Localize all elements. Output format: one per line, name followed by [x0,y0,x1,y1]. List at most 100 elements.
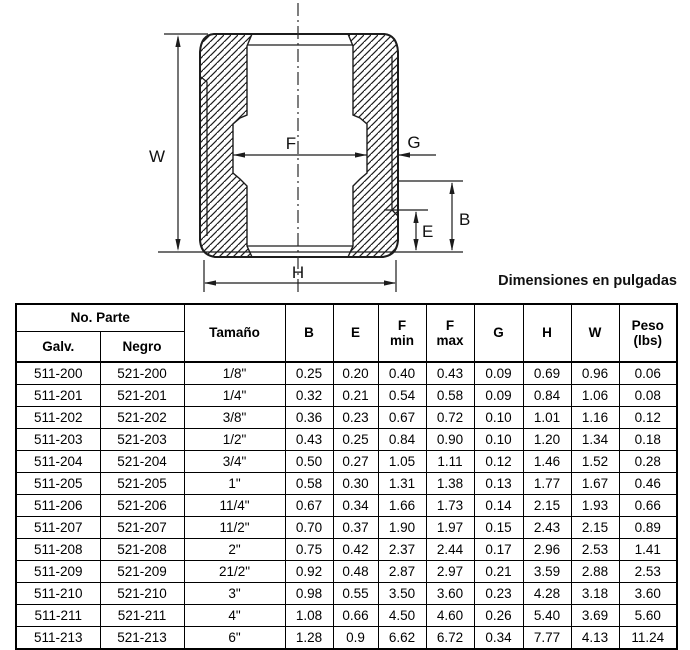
cell-b: 0.70 [284,516,334,539]
cell-f-max: 0.72 [425,406,475,429]
cell-f-min: 2.87 [377,560,427,583]
cell-w: 1.34 [570,428,620,451]
header-galv: Galv. [15,331,101,363]
cell-tamano: 1" [183,472,286,495]
label-g: G [407,133,420,152]
dimension-w: W [149,33,208,251]
cell-e: 0.48 [332,560,379,583]
cell-tamano: 2" [183,538,286,561]
cell-negro: 521-201 [99,384,185,407]
cell-f-min: 0.54 [377,384,427,407]
cell-f-max: 2.44 [425,538,475,561]
header-peso-line2: (lbs) [633,333,663,348]
cell-g: 0.10 [473,406,524,429]
cell-b: 0.92 [284,560,334,583]
table-row: 511-201 521-201 1/4" 0.32 0.21 0.54 0.58 0.09 0.… [15,384,678,407]
table-row: 511-205 521-205 1" 0.58 0.30 1.31 1.38 0.13 1.77… [15,472,678,495]
cell-f-min: 1.90 [377,516,427,539]
coupling-diagram-section: W F G B E [0,0,690,303]
cell-e: 0.37 [332,516,379,539]
cell-negro: 521-211 [99,604,185,627]
cell-f-max: 0.43 [425,361,475,385]
cell-galv: 511-208 [15,538,101,561]
cell-b: 0.50 [284,450,334,473]
cell-f-max: 1.11 [425,450,475,473]
cell-h: 4.28 [522,582,572,605]
cell-g: 0.14 [473,494,524,517]
header-peso: Peso (lbs) [618,303,678,363]
cell-g: 0.17 [473,538,524,561]
table-row: 511-209 521-209 21/2" 0.92 0.48 2.87 2.97 0.21 3… [15,560,678,583]
header-w: W [570,303,620,363]
cell-w: 1.93 [570,494,620,517]
cell-b: 0.75 [284,538,334,561]
cell-w: 1.16 [570,406,620,429]
cell-h: 2.43 [522,516,572,539]
cell-h: 1.01 [522,406,572,429]
cell-negro: 521-205 [99,472,185,495]
header-g: G [473,303,524,363]
cell-galv: 511-210 [15,582,101,605]
table-row: 511-203 521-203 1/2" 0.43 0.25 0.84 0.90 0.10 1.… [15,428,678,451]
cell-f-min: 2.37 [377,538,427,561]
cell-g: 0.09 [473,361,524,385]
header-tamano: Tamaño [183,303,286,363]
cell-galv: 511-207 [15,516,101,539]
cell-f-min: 3.50 [377,582,427,605]
cell-f-max: 2.97 [425,560,475,583]
cell-f-min: 0.84 [377,428,427,451]
cell-e: 0.25 [332,428,379,451]
cell-galv: 511-203 [15,428,101,451]
end-face-lines [247,44,353,247]
cell-e: 0.42 [332,538,379,561]
cell-w: 3.69 [570,604,620,627]
header-f-min-line1: F [397,317,407,333]
cell-negro: 521-209 [99,560,185,583]
cell-f-max: 0.90 [425,428,475,451]
cell-f-max: 1.38 [425,472,475,495]
cell-b: 0.98 [284,582,334,605]
cell-peso: 5.60 [618,604,678,627]
cell-e: 0.23 [332,406,379,429]
header-f-max-line1: F [445,317,455,333]
cell-w: 2.53 [570,538,620,561]
cell-b: 0.25 [284,361,334,385]
cell-tamano: 3" [183,582,286,605]
cell-f-min: 1.05 [377,450,427,473]
cell-f-max: 4.60 [425,604,475,627]
cell-negro: 521-202 [99,406,185,429]
cell-e: 0.55 [332,582,379,605]
cell-galv: 511-206 [15,494,101,517]
cell-g: 0.15 [473,516,524,539]
cell-h: 0.84 [522,384,572,407]
cell-f-max: 0.58 [425,384,475,407]
label-w: W [149,147,165,166]
label-h: H [292,263,304,282]
cell-galv: 511-202 [15,406,101,429]
cell-negro: 521-206 [99,494,185,517]
coupling-cross-section-drawing: W F G B E [149,3,470,296]
cell-g: 0.13 [473,472,524,495]
cell-f-min: 1.66 [377,494,427,517]
cell-h: 3.59 [522,560,572,583]
cell-e: 0.30 [332,472,379,495]
table-row: 511-206 521-206 11/4" 0.67 0.34 1.66 1.73 0.14 2… [15,494,678,517]
label-f: F [286,134,296,153]
cell-g: 0.26 [473,604,524,627]
cell-b: 1.08 [284,604,334,627]
cell-w: 1.67 [570,472,620,495]
cell-g: 0.21 [473,560,524,583]
cell-peso: 0.66 [618,494,678,517]
cell-galv: 511-200 [15,361,101,385]
cell-b: 0.67 [284,494,334,517]
cell-w: 3.18 [570,582,620,605]
cell-galv: 511-211 [15,604,101,627]
cell-h: 1.46 [522,450,572,473]
header-h: H [522,303,572,363]
table-row: 511-207 521-207 11/2" 0.70 0.37 1.90 1.97 0.15 2… [15,516,678,539]
dimension-e: E [384,209,433,251]
label-b: B [459,210,470,229]
